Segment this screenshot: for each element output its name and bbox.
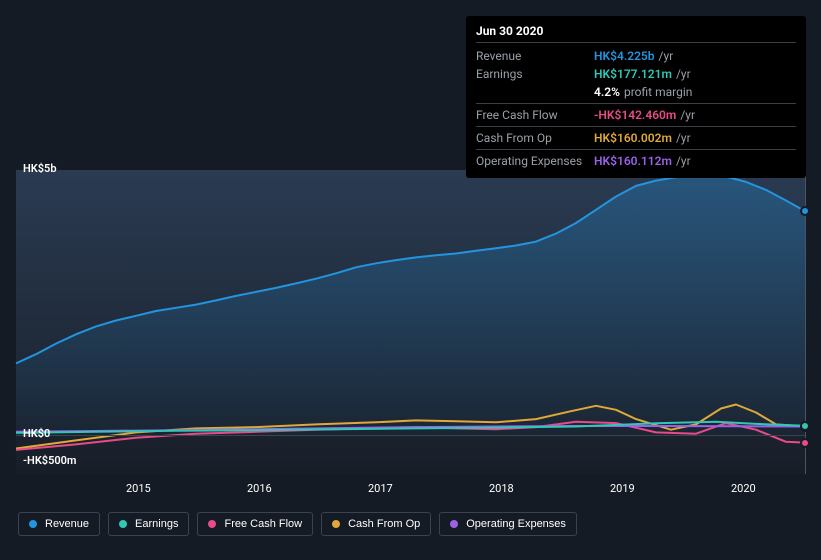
- y-axis-label-zero: HK$0: [23, 427, 50, 440]
- tooltip-row-value: HK$160.112m: [594, 154, 672, 168]
- tooltip-row-suffix: /yr: [676, 131, 691, 145]
- tooltip-row-suffix: /yr: [680, 108, 695, 122]
- tooltip-row-value: -HK$142.460m: [594, 108, 676, 122]
- x-axis-label: 2019: [610, 482, 635, 495]
- x-axis-label: 2020: [731, 482, 756, 495]
- tooltip-row: RevenueHK$4.225b/yr: [476, 47, 796, 65]
- legend-item-revenue[interactable]: Revenue: [18, 512, 100, 536]
- tooltip-row: 4.2% profit margin: [476, 83, 796, 104]
- tooltip-row-label: [476, 85, 594, 99]
- legend-item-label: Operating Expenses: [466, 518, 566, 530]
- legend-item-label: Revenue: [45, 518, 89, 530]
- tooltip-row: Operating ExpensesHK$160.112m/yr: [476, 152, 796, 170]
- tooltip-row-label: Free Cash Flow: [476, 108, 594, 122]
- legend-dot-icon: [332, 520, 340, 528]
- y-axis-label-top: HK$5b: [23, 162, 57, 175]
- legend: Revenue Earnings Free Cash Flow Cash From O…: [18, 512, 577, 536]
- legend-item-free-cash-flow[interactable]: Free Cash Flow: [197, 512, 313, 536]
- tooltip-row: Free Cash Flow-HK$142.460m/yr: [476, 106, 796, 127]
- tooltip-row: EarningsHK$177.121m/yr: [476, 65, 796, 83]
- marker-free-cash-flow: [800, 438, 810, 448]
- legend-dot-icon: [29, 520, 37, 528]
- legend-dot-icon: [450, 520, 458, 528]
- tooltip-row-value: 4.2%: [594, 85, 620, 99]
- tooltip-row-value: HK$177.121m: [594, 67, 672, 81]
- legend-item-cash-from-op[interactable]: Cash From Op: [321, 512, 431, 536]
- tooltip-row-label: Cash From Op: [476, 131, 594, 145]
- tooltip-row-suffix: /yr: [659, 49, 674, 63]
- legend-dot-icon: [119, 520, 127, 528]
- legend-item-label: Cash From Op: [348, 518, 420, 530]
- x-axis-label: 2016: [247, 482, 272, 495]
- tooltip-row-suffix: /yr: [676, 154, 691, 168]
- grid-zero-line: [16, 435, 805, 436]
- x-axis-label: 2015: [126, 482, 151, 495]
- tooltip-row: Cash From OpHK$160.002m/yr: [476, 129, 796, 150]
- legend-item-label: Free Cash Flow: [224, 518, 302, 530]
- y-axis-label-neg: -HK$500m: [23, 454, 77, 467]
- tooltip-date: Jun 30 2020: [476, 24, 796, 43]
- tooltip-row-suffix: profit margin: [624, 85, 692, 99]
- plot-area[interactable]: [16, 170, 805, 474]
- chart-tooltip: Jun 30 2020 RevenueHK$4.225b/yrEarningsH…: [466, 16, 806, 178]
- x-axis-label: 2017: [368, 482, 393, 495]
- tooltip-row-label: Operating Expenses: [476, 154, 594, 168]
- tooltip-row-value: HK$4.225b: [594, 49, 655, 63]
- marker-revenue: [800, 206, 810, 216]
- legend-item-operating-expenses[interactable]: Operating Expenses: [439, 512, 577, 536]
- marker-earnings: [800, 421, 810, 431]
- tooltip-row-value: HK$160.002m: [594, 131, 672, 145]
- x-axis-label: 2018: [489, 482, 514, 495]
- legend-dot-icon: [208, 520, 216, 528]
- legend-item-earnings[interactable]: Earnings: [108, 512, 189, 536]
- tooltip-row-label: Earnings: [476, 67, 594, 81]
- tooltip-row-suffix: /yr: [676, 67, 691, 81]
- legend-item-label: Earnings: [135, 518, 178, 530]
- tooltip-row-label: Revenue: [476, 49, 594, 63]
